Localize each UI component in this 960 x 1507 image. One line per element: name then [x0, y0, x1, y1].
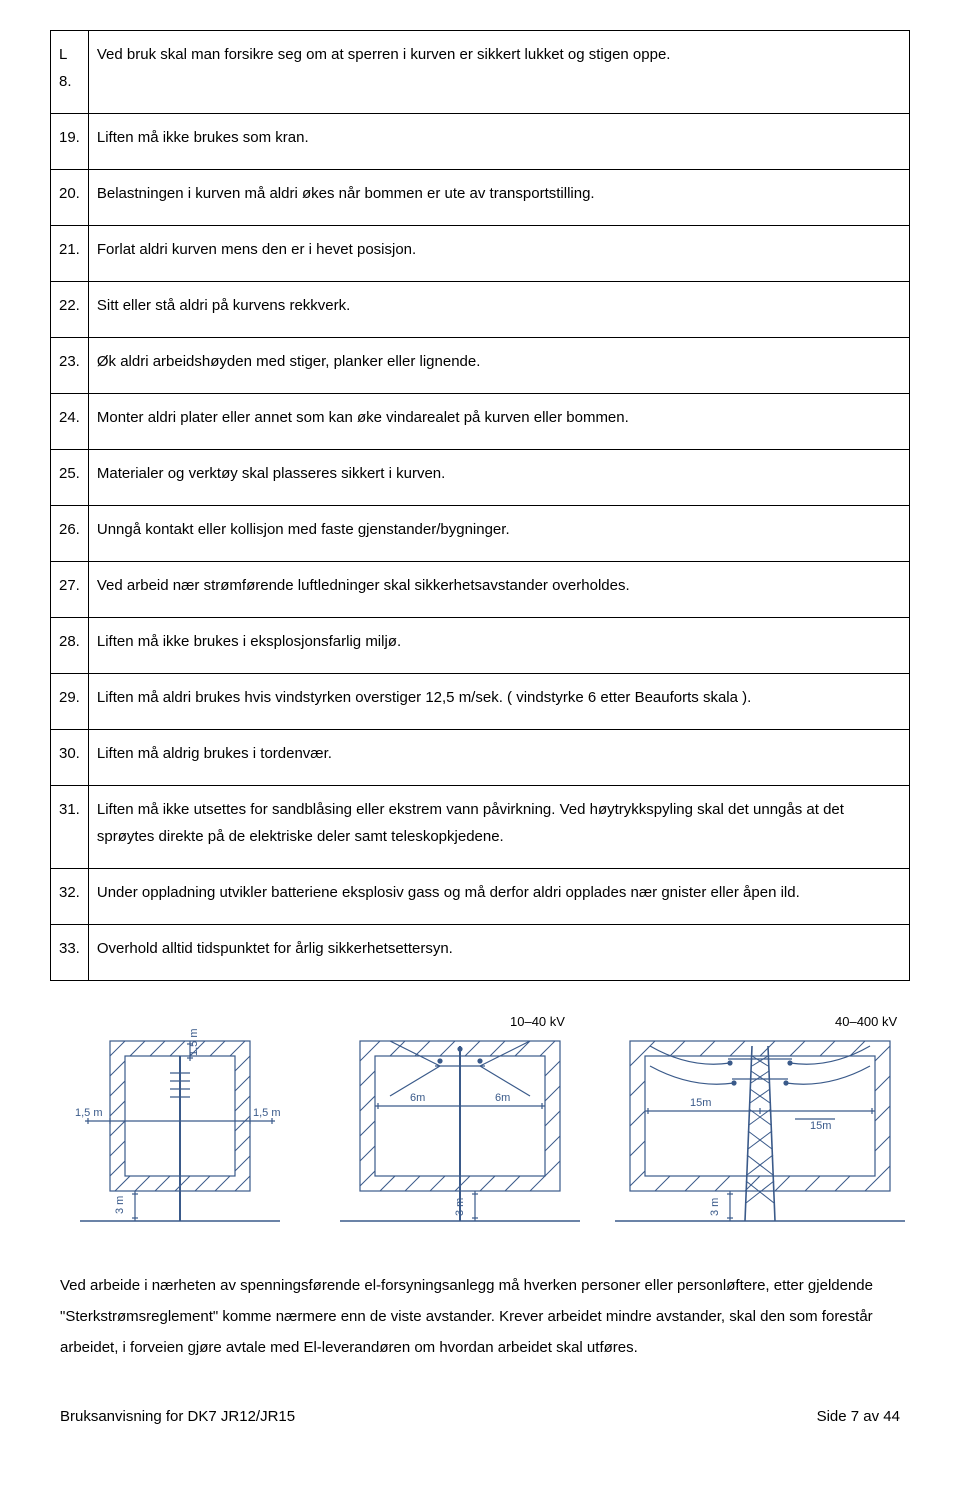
rule-text: Materialer og verktøy skal plasseres sik…	[88, 450, 909, 506]
diagram-pole: 1,5 m 1,5 m 1,5 m 3 m	[50, 1011, 310, 1241]
rule-number: 31.	[51, 786, 89, 869]
dim-bottom: 3 m	[709, 1198, 721, 1216]
rule-text: Monter aldri plater eller annet som kan …	[88, 394, 909, 450]
rule-text: Forlat aldri kurven mens den er i hevet …	[88, 226, 909, 282]
rule-number: 27.	[51, 562, 89, 618]
rule-number: 32.	[51, 869, 89, 925]
footer-left: Bruksanvisning for DK7 JR12/JR15	[60, 1403, 295, 1430]
rule-text: Unngå kontakt eller kollisjon med faste …	[88, 506, 909, 562]
rule-number: 30.	[51, 730, 89, 786]
rule-text: Overhold alltid tidspunktet for årlig si…	[88, 925, 909, 981]
page-footer: Bruksanvisning for DK7 JR12/JR15 Side 7 …	[50, 1403, 910, 1430]
dim-right: 6m	[495, 1092, 510, 1104]
diagram-10-40kv: 10–40 kV	[330, 1011, 590, 1241]
rule-text: Liften må ikke brukes i eksplosjonsfarli…	[88, 618, 909, 674]
rule-text: Liften må aldrig brukes i tordenvær.	[88, 730, 909, 786]
dim-bottom: 3 m	[454, 1198, 466, 1216]
rule-number: 26.	[51, 506, 89, 562]
dim-left: 15m	[690, 1097, 711, 1109]
diagram-title: 40–400 kV	[835, 1014, 897, 1029]
safety-distance-diagrams: 1,5 m 1,5 m 1,5 m 3 m 10–40 kV	[50, 1011, 910, 1241]
rule-number: 20.	[51, 170, 89, 226]
rule-number: 21.	[51, 226, 89, 282]
rule-text: Øk aldri arbeidshøyden med stiger, plank…	[88, 338, 909, 394]
rule-text: Ved arbeid nær strømførende luftledninge…	[88, 562, 909, 618]
rule-text: Liften må ikke utsettes for sandblåsing …	[88, 786, 909, 869]
rule-number: 23.	[51, 338, 89, 394]
rule-number: 29.	[51, 674, 89, 730]
rule-number: 25.	[51, 450, 89, 506]
rule-text: Sitt eller stå aldri på kurvens rekkverk…	[88, 282, 909, 338]
rule-number: 28.	[51, 618, 89, 674]
dim-left: 6m	[410, 1092, 425, 1104]
dim-top: 1,5 m	[188, 1028, 200, 1056]
paragraph-text: Ved arbeide i nærheten av spenningsføren…	[60, 1271, 900, 1363]
dim-right: 1,5 m	[253, 1107, 281, 1119]
rule-number: 19.	[51, 114, 89, 170]
rule-number: 33.	[51, 925, 89, 981]
rule-text: Liften må ikke brukes som kran.	[88, 114, 909, 170]
dim-bottom: 3 m	[114, 1196, 126, 1214]
dim-left: 1,5 m	[75, 1107, 103, 1119]
rule-text: Under oppladning utvikler batteriene eks…	[88, 869, 909, 925]
footer-right: Side 7 av 44	[817, 1403, 900, 1430]
dim-right: 15m	[810, 1120, 831, 1132]
rule-number: 22.	[51, 282, 89, 338]
rule-number: L8.	[51, 31, 89, 114]
rule-number: 24.	[51, 394, 89, 450]
rule-text: Belastningen i kurven må aldri økes når …	[88, 170, 909, 226]
rules-table: L8.Ved bruk skal man forsikre seg om at …	[50, 30, 910, 981]
rule-text: Liften må aldri brukes hvis vindstyrken …	[88, 674, 909, 730]
diagram-40-400kv: 40–400 kV	[610, 1011, 910, 1241]
diagram-title: 10–40 kV	[510, 1014, 565, 1029]
rule-text: Ved bruk skal man forsikre seg om at spe…	[88, 31, 909, 114]
